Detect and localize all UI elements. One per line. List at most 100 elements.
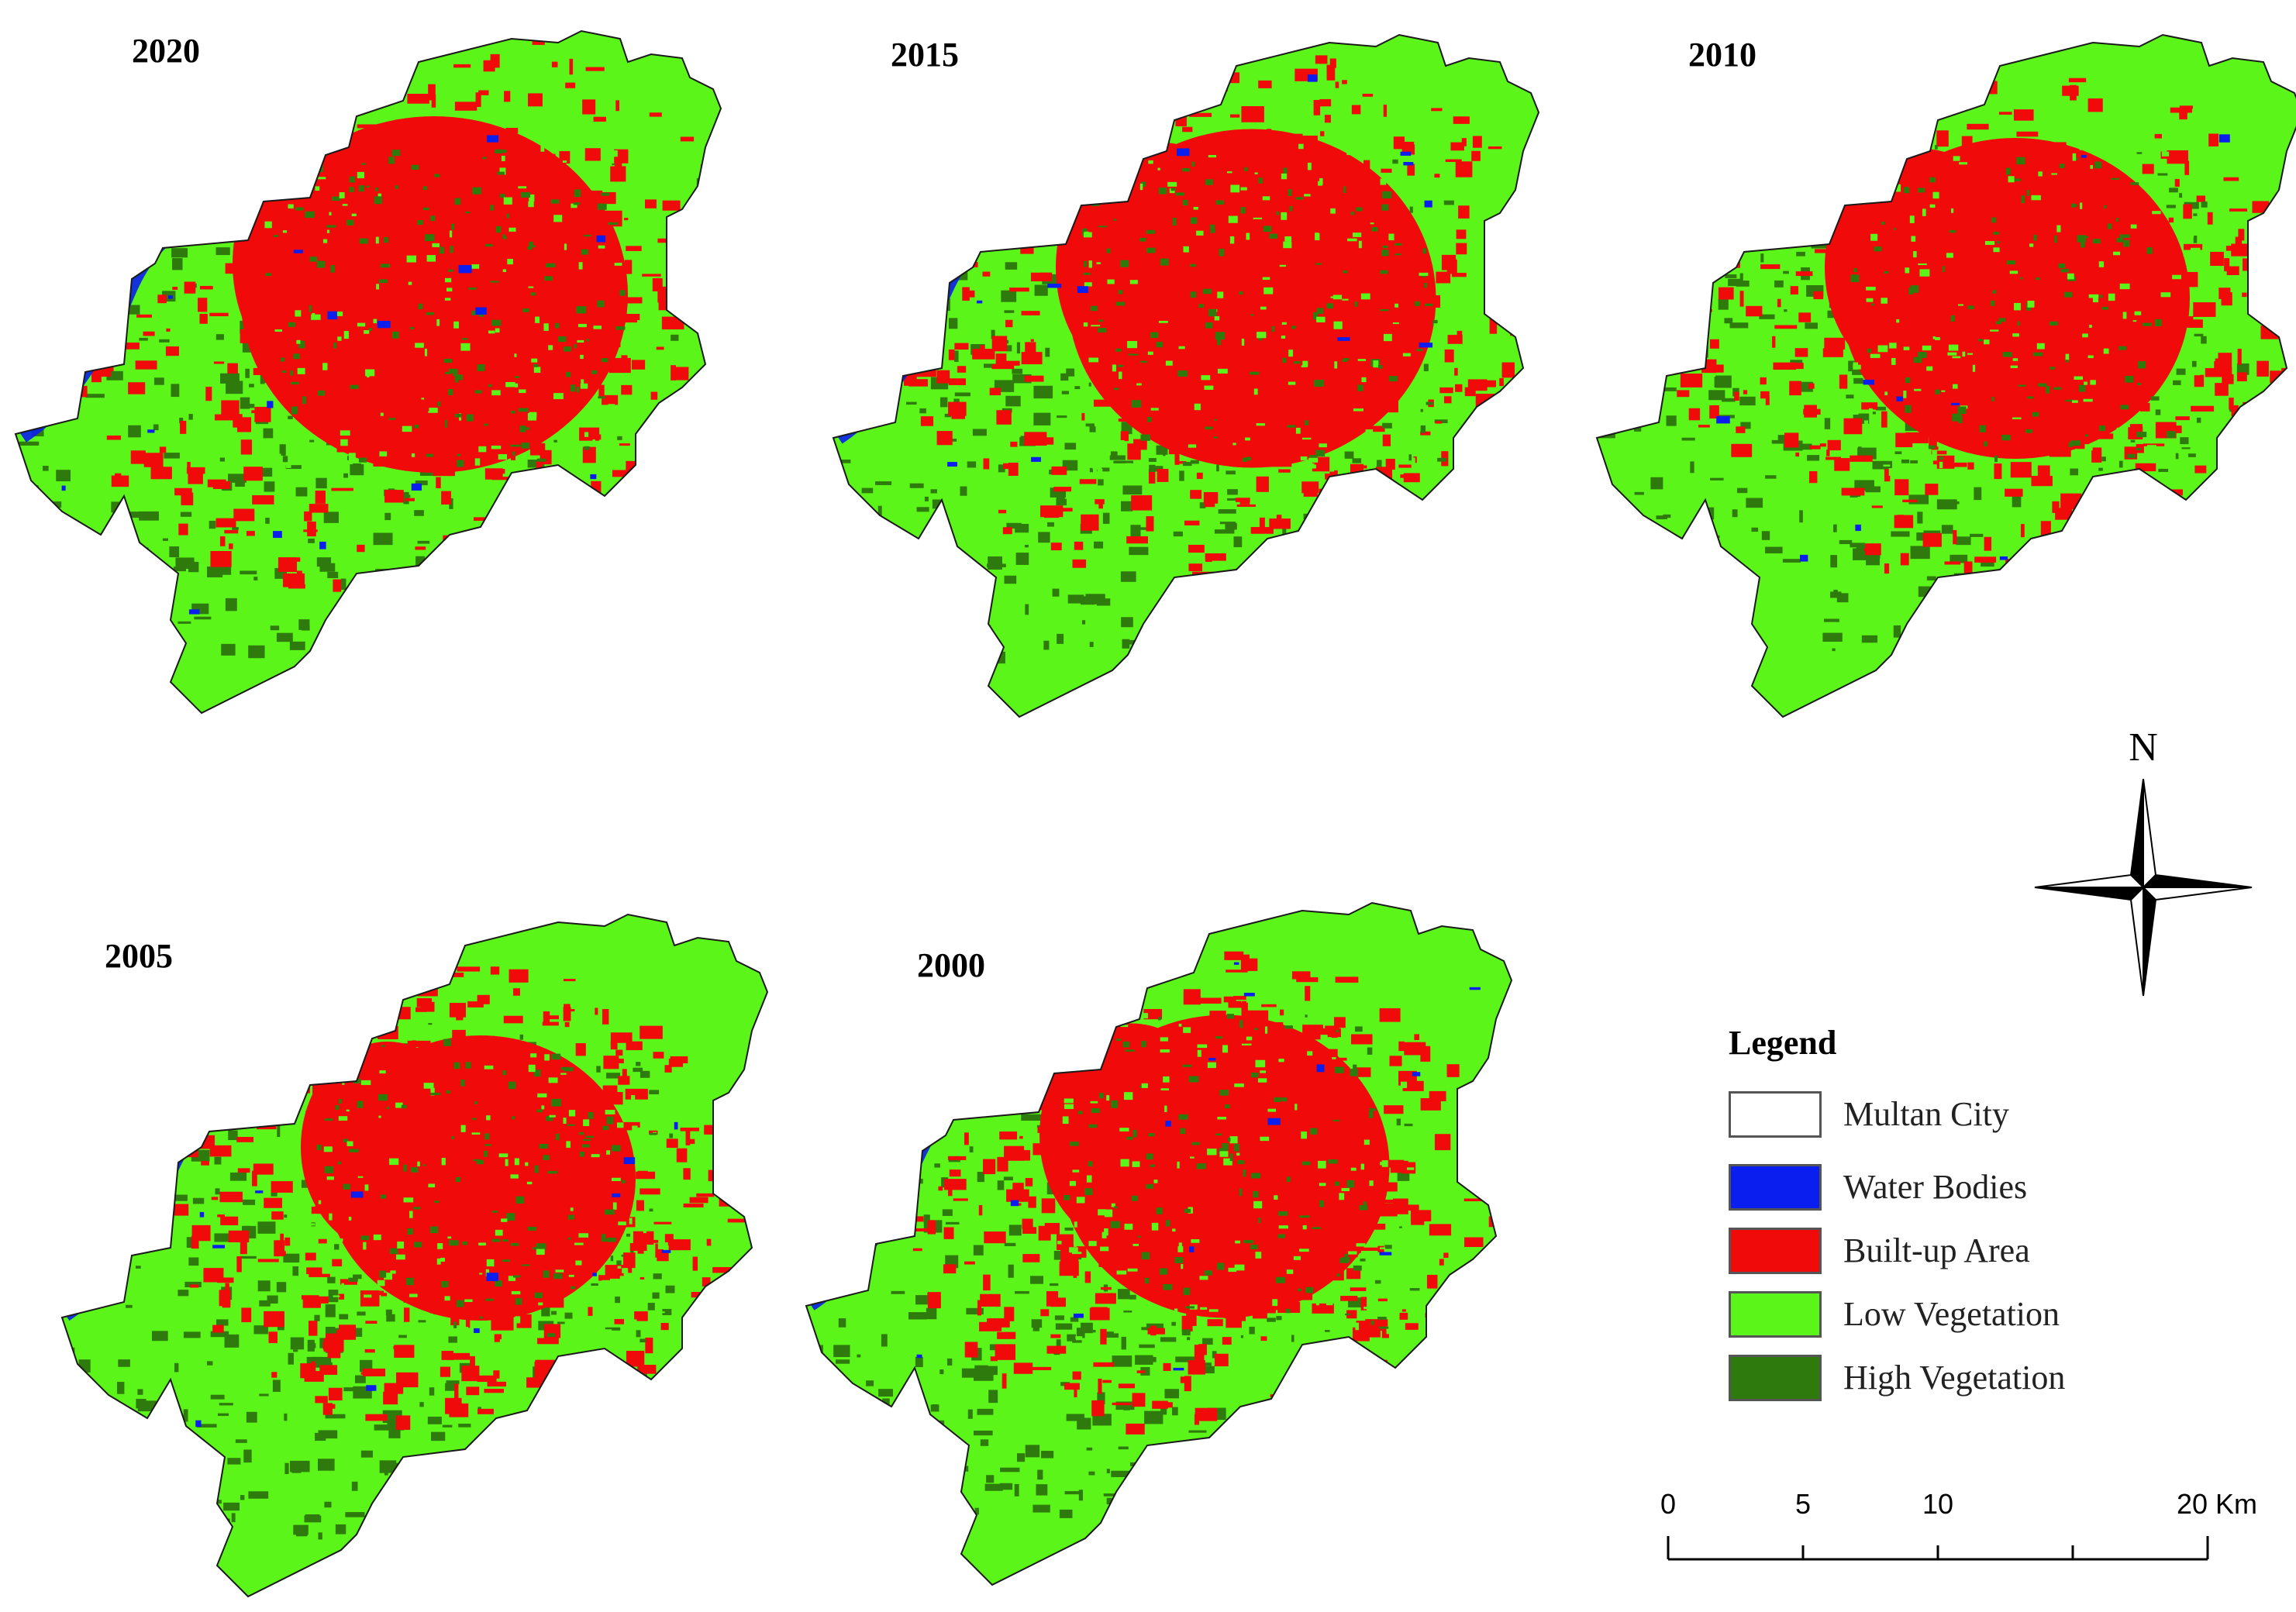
built-up-patch	[2047, 142, 2067, 151]
built-up-patch	[397, 1056, 403, 1063]
vegetation-speckle	[602, 1234, 605, 1242]
vegetation-speckle	[361, 1235, 370, 1240]
built-up-patch	[566, 534, 577, 539]
vegetation-speckle	[1160, 259, 1169, 266]
built-up-patch	[166, 1204, 188, 1216]
high-vegetation-patch	[102, 578, 115, 584]
high-vegetation-patch	[243, 1200, 255, 1205]
high-vegetation-patch	[414, 510, 424, 516]
built-up-patch	[577, 1202, 582, 1204]
built-up-patch	[1813, 291, 1823, 299]
vegetation-speckle	[466, 1062, 471, 1068]
vegetation-speckle	[1191, 1142, 1199, 1145]
high-vegetation-patch	[83, 1504, 100, 1510]
vegetation-speckle	[2111, 178, 2119, 180]
vegetation-speckle	[2137, 383, 2141, 385]
built-up-patch	[1057, 99, 1070, 107]
high-vegetation-patch	[919, 1111, 936, 1116]
vegetation-speckle	[455, 380, 458, 383]
vegetation-speckle	[462, 338, 467, 339]
high-vegetation-patch	[107, 247, 120, 256]
vegetation-speckle	[1087, 1175, 1092, 1182]
high-vegetation-patch	[1667, 415, 1677, 425]
vegetation-speckle	[1303, 1225, 1307, 1229]
vegetation-speckle	[357, 172, 364, 178]
vegetation-speckle	[1951, 208, 1953, 213]
high-vegetation-patch	[1191, 586, 1206, 589]
high-vegetation-patch	[955, 392, 970, 396]
built-up-patch	[424, 416, 438, 427]
built-up-patch	[2001, 386, 2014, 402]
vegetation-speckle	[2176, 453, 2179, 460]
water-patch	[147, 429, 154, 432]
built-up-patch	[2218, 353, 2232, 369]
high-vegetation-patch	[990, 1344, 996, 1350]
high-vegetation-patch	[1605, 301, 1613, 315]
built-up-patch	[237, 417, 251, 432]
high-vegetation-patch	[293, 1525, 309, 1535]
built-up-patch	[2122, 269, 2134, 279]
built-up-patch	[1377, 343, 1385, 348]
built-up-patch	[1064, 1383, 1080, 1390]
built-up-patch	[912, 1184, 917, 1187]
vegetation-speckle	[1125, 1224, 1133, 1230]
vegetation-speckle	[305, 173, 311, 181]
vegetation-speckle	[1372, 227, 1378, 231]
vegetation-speckle	[379, 1070, 385, 1073]
high-vegetation-patch	[871, 1183, 884, 1190]
high-vegetation-patch	[171, 635, 174, 642]
built-up-patch	[1875, 253, 1890, 256]
vegetation-speckle	[653, 1273, 662, 1279]
high-vegetation-patch	[336, 1524, 346, 1534]
high-vegetation-patch	[1737, 488, 1747, 494]
built-up-patch	[562, 180, 571, 193]
built-up-patch	[233, 128, 236, 131]
built-up-patch	[442, 443, 446, 457]
vegetation-speckle	[1991, 301, 1994, 306]
vegetation-speckle	[1408, 412, 1417, 418]
built-up-patch	[284, 145, 300, 160]
built-up-patch	[1118, 205, 1123, 214]
built-up-patch	[617, 1059, 624, 1063]
vegetation-speckle	[520, 1035, 523, 1040]
high-vegetation-patch	[1122, 640, 1141, 645]
built-up-patch	[398, 297, 402, 303]
vegetation-speckle	[1334, 322, 1343, 329]
built-up-patch	[2048, 284, 2054, 291]
high-vegetation-patch	[109, 232, 127, 242]
vegetation-speckle	[1891, 358, 1895, 365]
built-up-patch	[150, 467, 171, 479]
high-vegetation-patch	[1784, 309, 1787, 312]
high-vegetation-patch	[1158, 1476, 1167, 1489]
built-up-patch	[474, 1083, 491, 1091]
built-up-patch	[2179, 111, 2187, 119]
vegetation-speckle	[1943, 266, 1945, 272]
built-up-patch	[1010, 442, 1017, 447]
high-vegetation-patch	[407, 619, 414, 625]
vegetation-speckle	[474, 1101, 477, 1104]
built-up-patch	[513, 1252, 525, 1266]
built-up-patch	[226, 264, 238, 274]
water-patch	[99, 104, 111, 106]
high-vegetation-patch	[245, 1063, 258, 1068]
vegetation-speckle	[605, 1110, 615, 1114]
built-up-patch	[1980, 381, 2000, 391]
built-up-patch	[982, 272, 990, 277]
vegetation-speckle	[1415, 301, 1420, 306]
built-up-patch	[1181, 100, 1191, 104]
vegetation-speckle	[2013, 358, 2018, 361]
built-up-patch	[1099, 975, 1115, 984]
vegetation-speckle	[1991, 217, 1996, 222]
vegetation-speckle	[1952, 356, 1960, 359]
vegetation-speckle	[1265, 1026, 1267, 1033]
built-up-patch	[2002, 408, 2018, 415]
built-up-patch	[191, 144, 204, 154]
vegetation-speckle	[1112, 364, 1116, 371]
high-vegetation-patch	[826, 1106, 833, 1119]
vegetation-speckle	[608, 222, 619, 225]
built-up-patch	[2208, 212, 2213, 225]
high-vegetation-patch	[240, 1495, 244, 1500]
built-up-patch	[502, 1422, 522, 1428]
vegetation-speckle	[1864, 420, 1868, 425]
vegetation-speckle	[2168, 461, 2175, 465]
